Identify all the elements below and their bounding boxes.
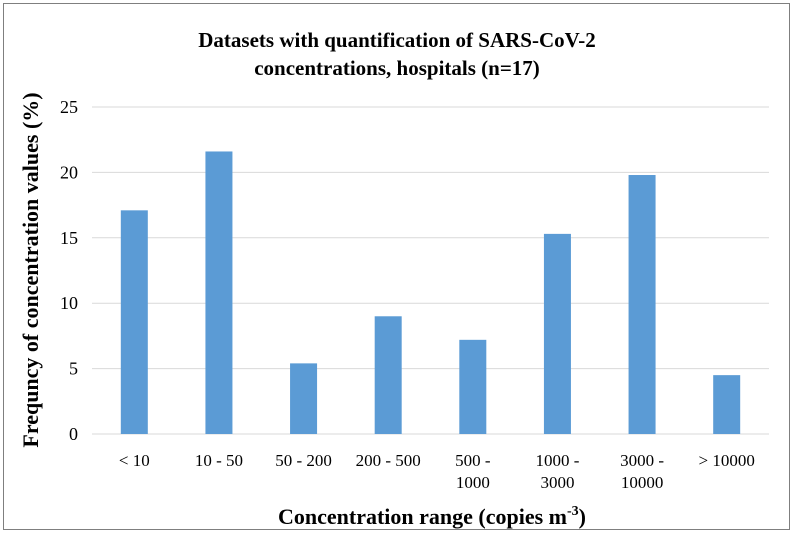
y-axis-ticks: 0 5 10 15 20 25 <box>60 97 78 444</box>
x-axis-categories: < 10 10 - 50 50 - 200 200 - 500 500 - 1000 100… <box>119 451 755 492</box>
bar <box>374 316 402 434</box>
x-category-label-line: > 10000 <box>699 451 755 470</box>
x-category-label-line: < 10 <box>119 451 150 470</box>
x-axis-title-main: Concentration range (copies m <box>278 504 567 529</box>
y-tick-label: 0 <box>69 424 78 444</box>
x-category-label: 500 - 1000 <box>455 451 491 492</box>
x-category-label: 10 - 50 <box>195 451 243 470</box>
x-axis-title-suffix: ) <box>579 504 586 529</box>
x-category-label-line: 200 - 500 <box>356 451 421 470</box>
x-category-label: 50 - 200 <box>275 451 332 470</box>
bar <box>290 363 318 434</box>
x-category-label: < 10 <box>119 451 150 470</box>
y-tick-label: 10 <box>60 293 78 313</box>
chart-title-line-2: concentrations, hospitals (n=17) <box>254 56 540 80</box>
bar <box>543 233 571 434</box>
x-category-label: 200 - 500 <box>356 451 421 470</box>
x-category-label: 1000 - 3000 <box>535 451 579 492</box>
x-category-label-line: 10000 <box>621 473 664 492</box>
x-category-label: > 10000 <box>699 451 755 470</box>
x-category-label-line: 1000 - <box>535 451 579 470</box>
y-tick-label: 5 <box>69 359 78 379</box>
chart-title-line-1: Datasets with quantification of SARS-CoV… <box>198 28 595 52</box>
bar <box>628 175 656 435</box>
bar <box>120 210 148 434</box>
x-category-label-line: 3000 - <box>620 451 664 470</box>
x-category-label-line: 1000 <box>456 473 490 492</box>
y-tick-label: 25 <box>60 97 78 117</box>
y-tick-label: 20 <box>60 162 78 182</box>
x-category-label: 3000 - 10000 <box>620 451 664 492</box>
x-axis-title-superscript: -3 <box>567 504 579 519</box>
bars <box>120 151 741 435</box>
bar <box>459 339 487 434</box>
x-category-label-line: 50 - 200 <box>275 451 332 470</box>
x-category-label-line: 3000 <box>540 473 574 492</box>
gridlines <box>92 106 769 435</box>
bar <box>713 375 741 434</box>
y-tick-label: 15 <box>60 228 78 248</box>
x-category-label-line: 10 - 50 <box>195 451 243 470</box>
bar <box>205 151 233 435</box>
x-category-label-line: 500 - <box>455 451 491 470</box>
x-axis-title: Concentration range (copies m-3) <box>278 504 586 529</box>
y-axis-title: Frequncy of concentration values (%) <box>18 92 43 447</box>
